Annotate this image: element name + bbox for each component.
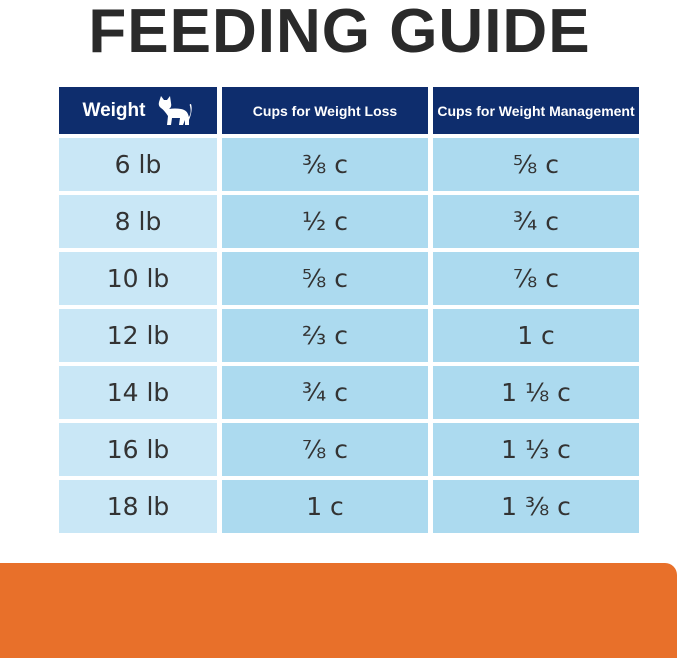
cell-text: 8 lb — [114, 207, 162, 236]
cell-text: ½ c — [302, 207, 348, 236]
cell-text: ⅔ c — [302, 321, 348, 350]
table-cell: 16 lb — [59, 423, 217, 476]
table-cell: 1 ⅛ c — [433, 366, 639, 419]
table-cell: 6 lb — [59, 138, 217, 191]
cell-text: 6 lb — [114, 150, 162, 179]
table-cell: ⅔ c — [222, 309, 428, 362]
table-cell: 18 lb — [59, 480, 217, 533]
table-cell: ¾ c — [433, 195, 639, 248]
table-cell: 8 lb — [59, 195, 217, 248]
cell-text: 1 ⅓ c — [501, 435, 571, 464]
header-cell: Cups for Weight Management — [433, 87, 639, 134]
header-cell: Cups for Weight Loss — [222, 87, 428, 134]
feeding-table: Weight Cups for Weight Loss Cups for Weigh… — [59, 87, 639, 533]
cell-text: 12 lb — [106, 321, 170, 350]
cell-text: ⅞ c — [513, 264, 559, 293]
table-cell: 12 lb — [59, 309, 217, 362]
title: FEEDING GUIDE — [88, 0, 591, 66]
table-cell: 1 c — [433, 309, 639, 362]
table-cell: ⅝ c — [222, 252, 428, 305]
cell-text: 14 lb — [106, 378, 170, 407]
table-cell: 1 ⅓ c — [433, 423, 639, 476]
cell-text: ⅝ c — [302, 264, 348, 293]
cell-text: ⅜ c — [302, 150, 348, 179]
cell-text: 1 ⅛ c — [501, 378, 571, 407]
table-cell: 1 c — [222, 480, 428, 533]
cell-text: ¾ c — [302, 378, 348, 407]
table-cell: 1 ⅜ c — [433, 480, 639, 533]
cell-text: Weight — [82, 99, 146, 121]
cell-text: Cups for Weight Management — [437, 102, 635, 119]
cell-text: Cups for Weight Loss — [252, 102, 398, 119]
cell-text: 18 lb — [106, 492, 170, 521]
cell-text: 10 lb — [106, 264, 170, 293]
cell-text: 16 lb — [106, 435, 170, 464]
cat-icon — [159, 95, 193, 125]
table-cell: ¾ c — [222, 366, 428, 419]
table-cell: 10 lb — [59, 252, 217, 305]
cell-text: 1 c — [306, 492, 344, 521]
header-cell: Weight — [59, 87, 217, 134]
table-cell: 14 lb — [59, 366, 217, 419]
cell-text: ¾ c — [513, 207, 559, 236]
cell-text: 1 c — [517, 321, 555, 350]
cell-text: 1 ⅜ c — [501, 492, 571, 521]
table-cell: ⅞ c — [433, 252, 639, 305]
table-cell: ⅝ c — [433, 138, 639, 191]
table-cell: ⅜ c — [222, 138, 428, 191]
cell-text: ⅞ c — [302, 435, 348, 464]
table-cell: ⅞ c — [222, 423, 428, 476]
table-cell: ½ c — [222, 195, 428, 248]
cell-text: ⅝ c — [513, 150, 559, 179]
orange-banner — [0, 563, 677, 658]
